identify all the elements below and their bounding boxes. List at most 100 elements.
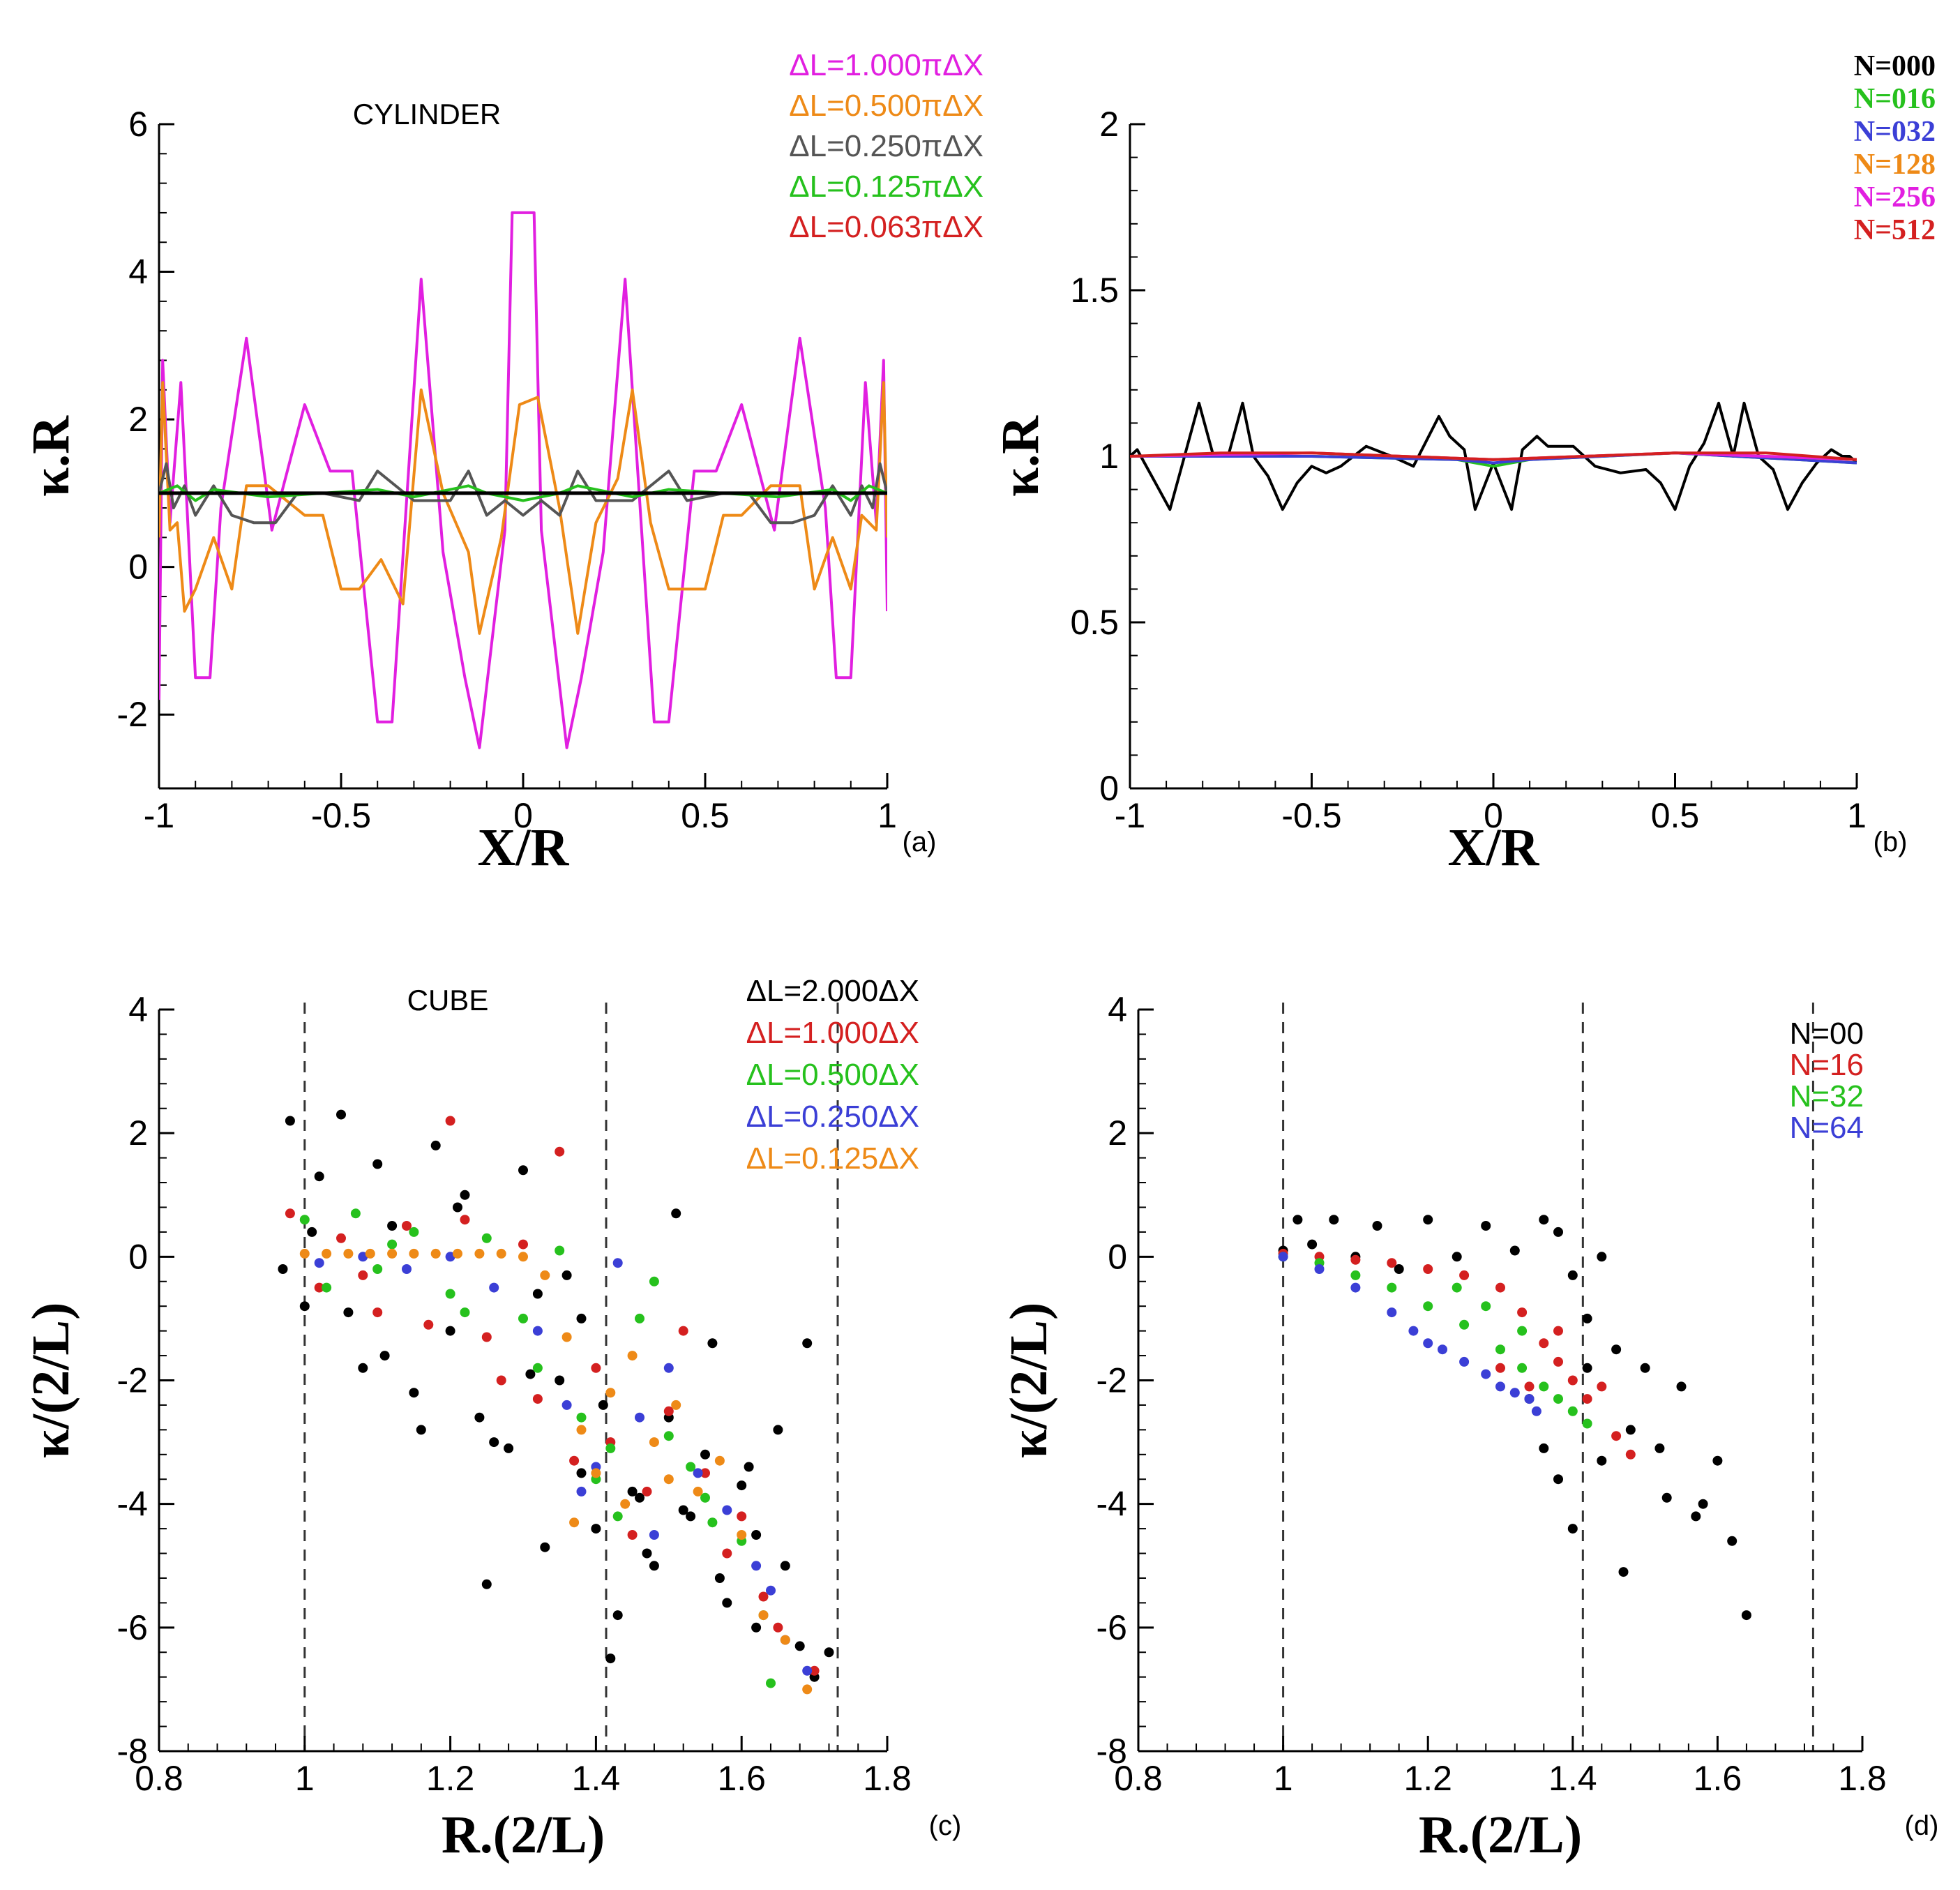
data-point (416, 1425, 426, 1435)
series--L-0-500-X (299, 1208, 776, 1688)
data-point (1459, 1356, 1470, 1367)
data-point (700, 1492, 710, 1503)
data-point (591, 1468, 601, 1478)
data-point (1597, 1252, 1607, 1262)
legend-entry: N=512 (1854, 214, 1936, 246)
data-point (693, 1486, 703, 1497)
data-point (1640, 1363, 1650, 1373)
data-point (663, 1474, 674, 1485)
y-tick-label: 4 (128, 990, 148, 1029)
data-point (671, 1208, 681, 1219)
series-N-16 (1278, 1248, 1636, 1460)
data-point (365, 1248, 375, 1259)
legend-entry: ΔL=0.125πΔX (789, 170, 983, 204)
data-point (336, 1109, 346, 1120)
data-point (751, 1561, 762, 1571)
x-tick-label: 1.4 (572, 1759, 621, 1798)
data-point (445, 1326, 455, 1336)
legend-entry: ΔL=0.125ΔX (746, 1141, 919, 1176)
y-tick-label: 1 (1099, 437, 1119, 476)
data-point (1408, 1326, 1419, 1336)
data-point (278, 1264, 288, 1274)
data-point (1394, 1264, 1404, 1274)
legend-entry: N=256 (1854, 181, 1936, 213)
data-point (722, 1505, 732, 1515)
data-point (591, 1524, 601, 1534)
x-tick-label: 1 (295, 1759, 315, 1798)
data-point (1481, 1301, 1491, 1312)
data-point (576, 1425, 587, 1435)
data-point (700, 1468, 710, 1478)
x-tick-label: 1 (1274, 1759, 1293, 1798)
data-point (402, 1221, 412, 1231)
y-tick-label: -8 (1096, 1732, 1127, 1771)
data-point (299, 1301, 310, 1312)
x-tick-label: 0 (513, 796, 533, 835)
data-point (802, 1684, 813, 1695)
x-tick-label: -0.5 (1281, 796, 1341, 835)
data-point (612, 1258, 623, 1268)
y-tick-label: 0 (1099, 769, 1119, 808)
panel-a: -2 0 2 4 6 -1 -0.5 0 0.5 1 X/R κ.R CYLINDER ΔL=1.000π… (22, 48, 983, 877)
data-point (1539, 1338, 1549, 1349)
y-tick-label: 2 (1108, 1113, 1127, 1153)
x-tick-label: -1 (1115, 796, 1145, 835)
data-point (1582, 1363, 1592, 1373)
data-point (453, 1202, 462, 1213)
x-tick-label: 0.8 (135, 1759, 183, 1798)
data-point (693, 1468, 703, 1478)
data-point (1350, 1254, 1361, 1265)
data-point (722, 1598, 732, 1608)
panel-label: (c) (929, 1810, 962, 1841)
y-axis-title: κ.R (22, 415, 80, 497)
legend-entry: ΔL=0.500πΔX (789, 89, 983, 123)
data-point (780, 1561, 790, 1571)
data-point (307, 1227, 317, 1237)
data-point (1582, 1313, 1592, 1323)
data-point (561, 1400, 572, 1410)
data-point (707, 1338, 718, 1349)
series--L-0-500-X (159, 381, 887, 635)
series-N-00 (1278, 1215, 1751, 1621)
data-point (285, 1116, 295, 1126)
data-point (460, 1215, 470, 1225)
x-tick-label: 1.8 (1838, 1759, 1887, 1798)
y-axis-title: κ.R (991, 415, 1050, 497)
data-point (576, 1468, 587, 1478)
data-point (1423, 1264, 1433, 1274)
data-point (1517, 1363, 1528, 1373)
data-point (773, 1425, 783, 1435)
data-point (627, 1486, 638, 1497)
plot-area (1130, 401, 1857, 511)
data-point (686, 1511, 696, 1522)
x-axis-title: X/R (478, 818, 570, 877)
x-tick-label: 0 (1484, 796, 1503, 835)
data-point (481, 1233, 492, 1243)
data-point (591, 1363, 601, 1373)
data-point (1307, 1239, 1318, 1250)
data-point (576, 1486, 587, 1497)
data-point (532, 1363, 543, 1373)
data-point (576, 1313, 587, 1323)
data-point (1495, 1363, 1505, 1373)
data-point (299, 1248, 310, 1259)
data-point (372, 1159, 383, 1169)
series--L-0-250-X (159, 462, 887, 525)
data-point (1611, 1344, 1622, 1355)
data-point (445, 1289, 455, 1299)
panel-d: -8 -6 -4 -2 0 2 4 0.8 1 1.2 1.4 1.6 1.8 R.(2/L) κ/(2/L… (1000, 990, 1938, 1864)
data-point (1452, 1252, 1462, 1262)
data-point (423, 1319, 434, 1330)
plot-title: CYLINDER (353, 98, 501, 130)
legend-entry: ΔL=0.063πΔX (789, 210, 983, 244)
data-point (343, 1307, 354, 1318)
panel-label: (b) (1874, 827, 1908, 857)
data-point (1597, 1455, 1607, 1466)
data-point (474, 1412, 485, 1423)
y-tick-label: -6 (117, 1608, 148, 1647)
data-point (314, 1171, 324, 1182)
x-tick-label: 1.4 (1548, 1759, 1597, 1798)
y-tick-label: 2 (1099, 105, 1119, 144)
data-point (1423, 1301, 1433, 1312)
y-tick-label: -2 (117, 1361, 148, 1400)
